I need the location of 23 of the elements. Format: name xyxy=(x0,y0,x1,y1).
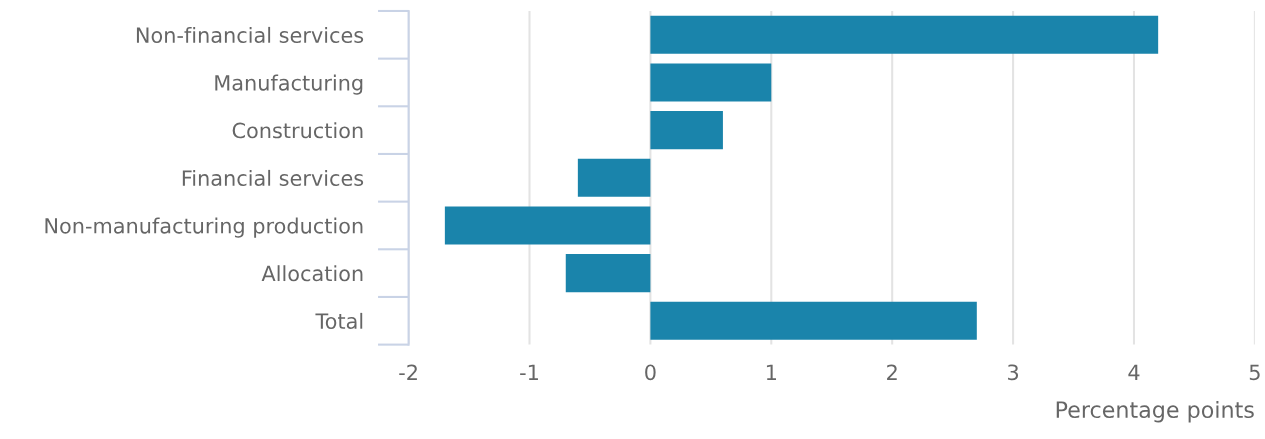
y-tick-label: Financial services xyxy=(182,169,364,187)
bar xyxy=(444,206,651,245)
y-tick-label: Construction xyxy=(232,122,363,139)
bar xyxy=(650,111,723,150)
bar xyxy=(577,158,651,197)
x-axis-title: Percentage points xyxy=(1056,400,1254,423)
bar xyxy=(650,63,772,102)
x-tick-label: 0 xyxy=(645,364,656,381)
bar xyxy=(565,254,651,293)
x-tick-label: -2 xyxy=(399,364,417,380)
x-tick-label: 5 xyxy=(1249,364,1260,381)
x-tick-label: 2 xyxy=(887,364,897,380)
x-tick-label: 1 xyxy=(766,364,776,380)
x-tick-label: 3 xyxy=(1008,364,1019,381)
x-tick-label: 4 xyxy=(1128,364,1140,380)
y-tick-label: Non-financial services xyxy=(136,26,364,44)
y-tick-label: Non-manufacturing production xyxy=(45,217,363,238)
bar xyxy=(650,301,977,340)
y-tick-label: Manufacturing xyxy=(215,74,363,95)
y-tick-label: Total xyxy=(315,312,363,329)
y-tick-label: Allocation xyxy=(261,265,363,282)
bar xyxy=(650,15,1159,54)
x-tick-label: -1 xyxy=(520,364,538,380)
